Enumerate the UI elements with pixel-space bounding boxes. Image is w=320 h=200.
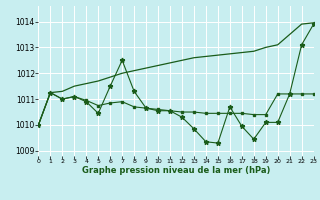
X-axis label: Graphe pression niveau de la mer (hPa): Graphe pression niveau de la mer (hPa) [82,166,270,175]
